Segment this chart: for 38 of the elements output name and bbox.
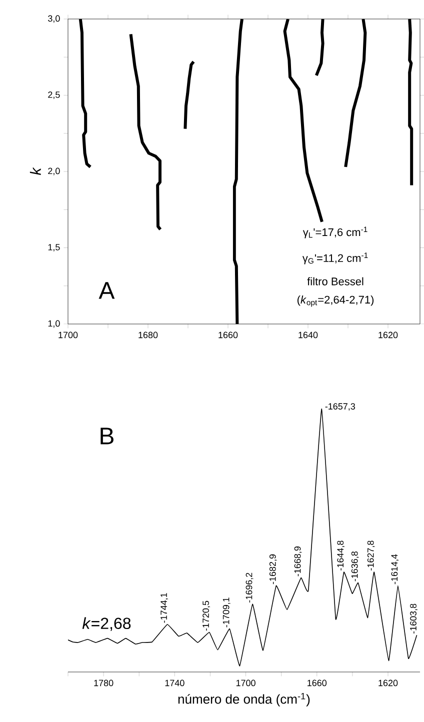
annotation: -1682,9 [269,554,277,584]
annotation: -1696,2 [246,572,254,603]
annotation: -1668,9 [294,546,302,576]
x-tick-label: 1660 [307,680,326,686]
y-tick-label: 3,0 [48,15,60,23]
x-tick-label: 1660 [218,332,238,338]
annotation: -1720,5 [202,600,210,631]
x-tick-label: 1680 [138,332,158,338]
annotation: -1603,8 [410,604,418,634]
annotation: k=2,68 [82,617,130,631]
annotation: -1644,8 [337,540,344,570]
annotation: B [100,428,114,444]
x-tick-label: 1740 [165,680,184,686]
y-tick-label: 2,0 [48,168,60,176]
y-axis-title: k [30,167,41,175]
annotation: -1744,1 [160,593,168,623]
annotation: -1657,3 [325,403,355,411]
annotation: -1627,8 [367,540,375,570]
annotation: filtro Bessel [307,277,364,286]
line-series [129,32,162,231]
line-series [184,60,195,130]
annotation: A [98,282,115,299]
annotation: -1709,1 [222,598,230,628]
annotation: -1636,8 [351,551,359,582]
annotation: γ$_{G}$'=11,2 cm$^{-1}$ [302,252,368,264]
x-tick-label: 1640 [298,332,318,338]
x-tick-label: 1700 [58,332,78,338]
y-tick-label: 1,5 [48,244,60,252]
y-tick-label: 1,0 [48,320,60,328]
x-tick-label: 1700 [236,680,256,686]
y-tick-label: 2,5 [48,92,60,99]
annotation: (k$_{opt}$=2,64-2,71) [297,296,374,307]
x-tick-label: 1620 [378,680,398,686]
x-axis-title: número de onda (cm$^{-1}$) [178,693,310,706]
x-tick-label: 1620 [378,332,398,338]
annotation: -1614,4 [391,554,398,584]
x-tick-label: 1780 [94,680,114,686]
annotation: γ$_{L}$'=17,6 cm$^{-1}$ [302,226,368,238]
